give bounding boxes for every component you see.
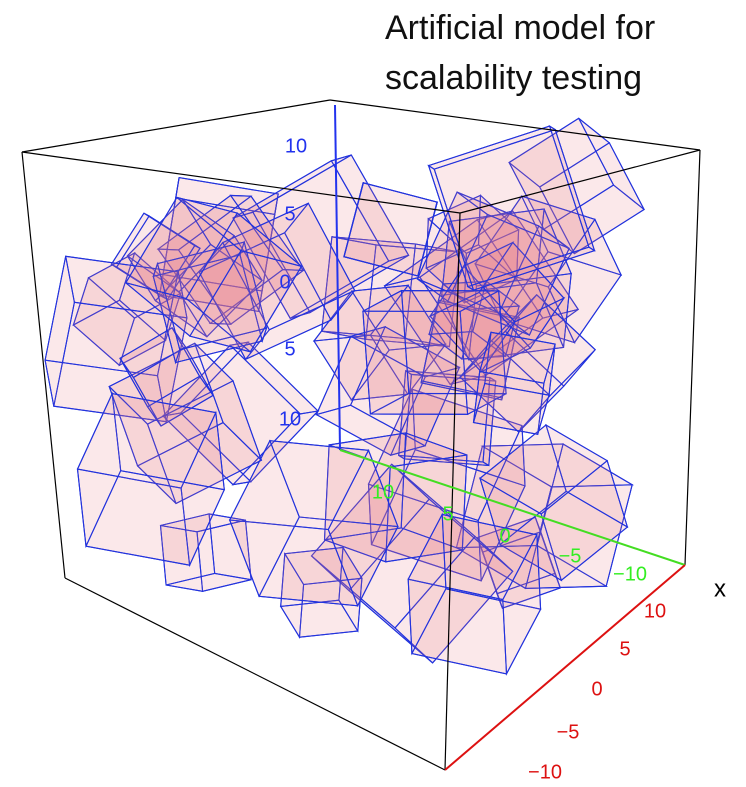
- y-tick-label: 0: [499, 525, 510, 547]
- y-tick-label: −5: [559, 545, 582, 567]
- z-tick-label: 5: [284, 338, 295, 360]
- y-tick-label: −10: [613, 563, 647, 585]
- x-tick-label: 5: [619, 638, 630, 660]
- z-tick-label: 0: [279, 271, 290, 293]
- z-tick-label: 10: [285, 135, 307, 157]
- title-line: Artificial model for: [385, 9, 655, 47]
- box-edge: [685, 150, 700, 565]
- x-axis-label: x: [714, 575, 726, 602]
- z-tick-label: 5: [284, 203, 295, 225]
- scene: Artificial model for scalability testing…: [0, 0, 746, 787]
- box-edge: [22, 100, 330, 152]
- title-line: scalability testing: [385, 59, 642, 97]
- y-tick-label: 10: [372, 481, 394, 503]
- z-tick-label: 10: [279, 408, 301, 430]
- x-tick-label: 0: [591, 678, 602, 700]
- x-tick-label: −10: [528, 761, 562, 783]
- y-tick-label: 5: [442, 503, 453, 525]
- x-tick-label: 10: [644, 600, 666, 622]
- cubes: [45, 118, 644, 674]
- x-tick-label: −5: [557, 721, 580, 743]
